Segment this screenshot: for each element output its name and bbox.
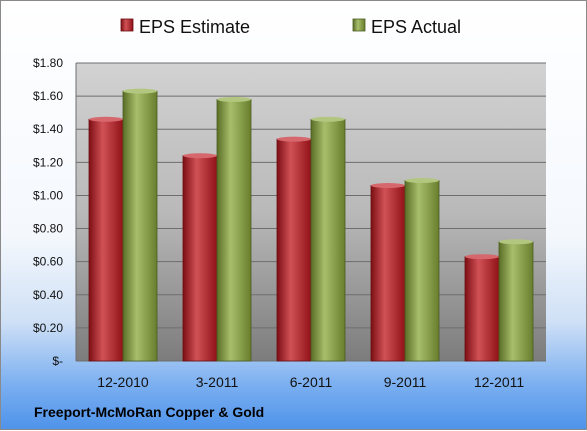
company-name: Freeport-McMoRan Copper & Gold xyxy=(34,404,264,420)
bar-cap xyxy=(89,116,123,122)
x-tick-label: 9-2011 xyxy=(384,374,427,390)
y-tick-label: $1.80 xyxy=(33,56,63,70)
y-tick-label: $1.00 xyxy=(33,188,63,202)
x-tick-label: 6-2011 xyxy=(290,374,333,390)
eps-estimate-bar xyxy=(276,138,312,362)
legend-label: EPS Estimate xyxy=(139,17,250,37)
eps-estimate-bar xyxy=(182,155,218,362)
bar-cap xyxy=(465,254,499,260)
bar-cap xyxy=(371,183,405,189)
bar-cap xyxy=(183,153,217,159)
y-tick-label: $1.20 xyxy=(33,155,63,169)
x-tick-label: 12-2010 xyxy=(97,374,149,390)
legend: EPS Estimate EPS Actual xyxy=(120,17,461,37)
bar-cap xyxy=(405,178,439,184)
bar-cap xyxy=(277,136,311,142)
eps-estimate-bar xyxy=(464,256,500,362)
eps-actual-bar xyxy=(404,180,440,362)
y-axis-ticks: $- $0.20 $0.40 $0.60 $0.80 $1.00 $1.20 $1.40 $1.… xyxy=(33,56,63,368)
legend-label: EPS Actual xyxy=(371,17,461,37)
eps-estimate-bar xyxy=(88,118,124,362)
eps-actual-bar xyxy=(122,90,158,362)
x-tick-label: 12-2011 xyxy=(474,374,525,390)
legend-swatch xyxy=(352,18,366,32)
y-tick-label: $0.80 xyxy=(33,222,63,236)
x-tick-label: 3-2011 xyxy=(196,374,239,390)
bar-cap xyxy=(217,96,251,102)
y-tick-label: $0.40 xyxy=(33,288,63,302)
y-tick-label: $0.60 xyxy=(33,255,63,269)
eps-estimate-bar xyxy=(370,185,406,362)
y-tick-label: $1.60 xyxy=(33,89,63,103)
bar-cap xyxy=(499,239,533,245)
y-tick-label: $- xyxy=(52,354,63,368)
legend-swatch xyxy=(120,18,134,32)
bars xyxy=(88,88,534,362)
eps-actual-bar xyxy=(310,118,346,362)
bar-cap xyxy=(123,88,157,94)
x-axis-ticks: 12-2010 3-2011 6-2011 9-2011 12-2011 xyxy=(97,374,524,390)
bar-cap xyxy=(311,116,345,122)
eps-actual-bar xyxy=(498,241,534,362)
y-tick-label: $1.40 xyxy=(33,122,63,136)
eps-actual-bar xyxy=(216,99,252,362)
y-tick-label: $0.20 xyxy=(33,321,63,335)
